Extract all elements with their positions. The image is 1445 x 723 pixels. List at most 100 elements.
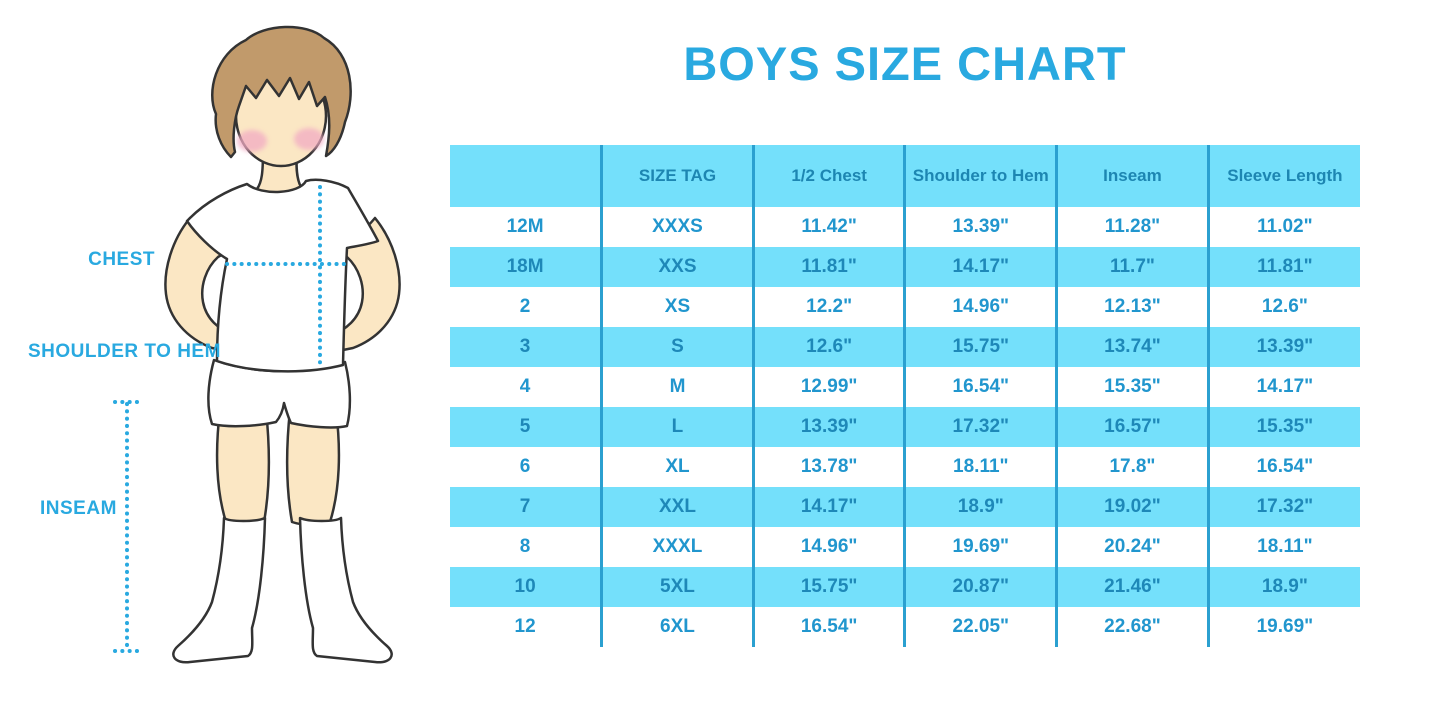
measurement-cell: 17.32" [903, 407, 1057, 447]
measurement-cell: 19.69" [903, 527, 1057, 567]
measurement-cell: 17.8" [1055, 447, 1209, 487]
measurement-cell: 17.32" [1206, 487, 1360, 527]
table-row: 7 XXL 14.17" 18.9" 19.02" 17.32" [450, 487, 1360, 527]
measurement-cell: XS [600, 287, 754, 327]
measurement-cell: 5XL [600, 567, 754, 607]
table-row: 6 XL 13.78" 18.11" 17.8" 16.54" [450, 447, 1360, 487]
measurement-cell: 16.57" [1055, 407, 1209, 447]
measurement-cell: 20.24" [1055, 527, 1209, 567]
measurement-cell: 12.6" [1206, 287, 1360, 327]
measurement-cell: 11.7" [1055, 247, 1209, 287]
measurement-cell: 22.68" [1055, 607, 1209, 647]
hair [211, 25, 352, 159]
measurement-cell: 18.11" [903, 447, 1057, 487]
t-shirt [185, 178, 380, 373]
measurement-cell: 11.28" [1055, 207, 1209, 247]
size-cell: 12 [514, 616, 536, 637]
column-header: 1/2 Chest [751, 145, 905, 207]
size-cell: 18M [506, 256, 544, 277]
table-row: 18M XXS 11.81" 14.17" 11.7" 11.81" [450, 247, 1360, 287]
measurement-cell: 13.39" [903, 207, 1057, 247]
shoulder-to-hem-label: SHOULDER TO HEM [28, 341, 221, 362]
measurement-cell: 11.81" [751, 247, 905, 287]
right-sock [298, 516, 393, 664]
size-cell: 7 [519, 496, 531, 517]
measurement-cell: 15.75" [751, 567, 905, 607]
measurement-cell: L [600, 407, 754, 447]
size-cell: 5 [519, 416, 531, 437]
table-row: 4 M 12.99" 16.54" 15.35" 14.17" [450, 367, 1360, 407]
measurement-cell: 19.69" [1206, 607, 1360, 647]
measurement-cell: 14.96" [751, 527, 905, 567]
size-cell: 12M [506, 216, 544, 237]
measurement-cell: 12.2" [751, 287, 905, 327]
measurement-cell: 20.87" [903, 567, 1057, 607]
size-cell: 8 [519, 536, 531, 557]
inseam-label: INSEAM [40, 498, 117, 519]
page-title: BOYS SIZE CHART [683, 37, 1127, 90]
size-table-body: 12M XXXS 11.42" 13.39" 11.28" 11.02" 18M XXS 11.… [450, 207, 1360, 647]
measurement-cell: 14.17" [1206, 367, 1360, 407]
measurement-cell: M [600, 367, 754, 407]
measurement-cell: 6XL [600, 607, 754, 647]
column-header: Inseam [1055, 145, 1209, 207]
size-cell: 4 [519, 376, 531, 397]
measurement-cell: XXS [600, 247, 754, 287]
size-cell: 3 [519, 336, 531, 357]
measurement-cell: 13.39" [1206, 327, 1360, 367]
measurement-cell: XXXS [600, 207, 754, 247]
measurement-cell: 16.54" [751, 607, 905, 647]
measurement-cell: 13.74" [1055, 327, 1209, 367]
size-cell: 2 [519, 296, 531, 317]
table-row: 12 6XL 16.54" 22.05" 22.68" 19.69" [450, 607, 1360, 647]
measurement-cell: 12.13" [1055, 287, 1209, 327]
measurement-cell: 21.46" [1055, 567, 1209, 607]
size-table: SIZE TAG 1/2 Chest Shoulder to Hem Inseam Sl… [450, 145, 1360, 647]
cheek-left [237, 130, 267, 152]
measurement-cell: XL [600, 447, 754, 487]
table-row: 8 XXXL 14.96" 19.69" 20.24" 18.11" [450, 527, 1360, 567]
left-sock [172, 516, 267, 664]
measurement-cell: S [600, 327, 754, 367]
table-row: 2 XS 12.2" 14.96" 12.13" 12.6" [450, 287, 1360, 327]
table-row: 12M XXXS 11.42" 13.39" 11.28" 11.02" [450, 207, 1360, 247]
size-column-header [450, 145, 602, 207]
measurement-figure: CHEST SHOULDER TO HEM INSEAM [0, 0, 450, 723]
measurement-cell: 16.54" [903, 367, 1057, 407]
measurement-cell: 18.9" [903, 487, 1057, 527]
size-cell: 10 [514, 576, 536, 597]
column-header: Shoulder to Hem [903, 145, 1057, 207]
measurement-cell: 14.96" [903, 287, 1057, 327]
measurement-cell: 11.02" [1206, 207, 1360, 247]
table-row: 10 5XL 15.75" 20.87" 21.46" 18.9" [450, 567, 1360, 607]
column-header: SIZE TAG [600, 145, 754, 207]
table-row: 5 L 13.39" 17.32" 16.57" 15.35" [450, 407, 1360, 447]
measurement-cell: 11.81" [1206, 247, 1360, 287]
measurement-cell: 18.9" [1206, 567, 1360, 607]
chest-label: CHEST [88, 249, 155, 270]
measurement-cell: 18.11" [1206, 527, 1360, 567]
measurement-cell: 14.17" [751, 487, 905, 527]
column-header: Sleeve Length [1206, 145, 1360, 207]
measurement-cell: 22.05" [903, 607, 1057, 647]
measurement-cell: 16.54" [1206, 447, 1360, 487]
measurement-cell: XXXL [600, 527, 754, 567]
measurement-cell: XXL [600, 487, 754, 527]
measurement-cell: 14.17" [903, 247, 1057, 287]
size-table-header: SIZE TAG 1/2 Chest Shoulder to Hem Inseam Sl… [450, 145, 1360, 207]
measurement-cell: 11.42" [751, 207, 905, 247]
measurement-cell: 15.35" [1055, 367, 1209, 407]
measurement-cell: 15.35" [1206, 407, 1360, 447]
measurement-cell: 19.02" [1055, 487, 1209, 527]
size-cell: 6 [519, 456, 531, 477]
boy-illustration [113, 25, 401, 664]
header-row: SIZE TAG 1/2 Chest Shoulder to Hem Inseam Sl… [450, 145, 1360, 207]
measurement-cell: 13.78" [751, 447, 905, 487]
cheek-right [294, 128, 324, 150]
table-row: 3 S 12.6" 15.75" 13.74" 13.39" [450, 327, 1360, 367]
measurement-cell: 15.75" [903, 327, 1057, 367]
measurement-cell: 12.6" [751, 327, 905, 367]
measurement-cell: 12.99" [751, 367, 905, 407]
measurement-cell: 13.39" [751, 407, 905, 447]
